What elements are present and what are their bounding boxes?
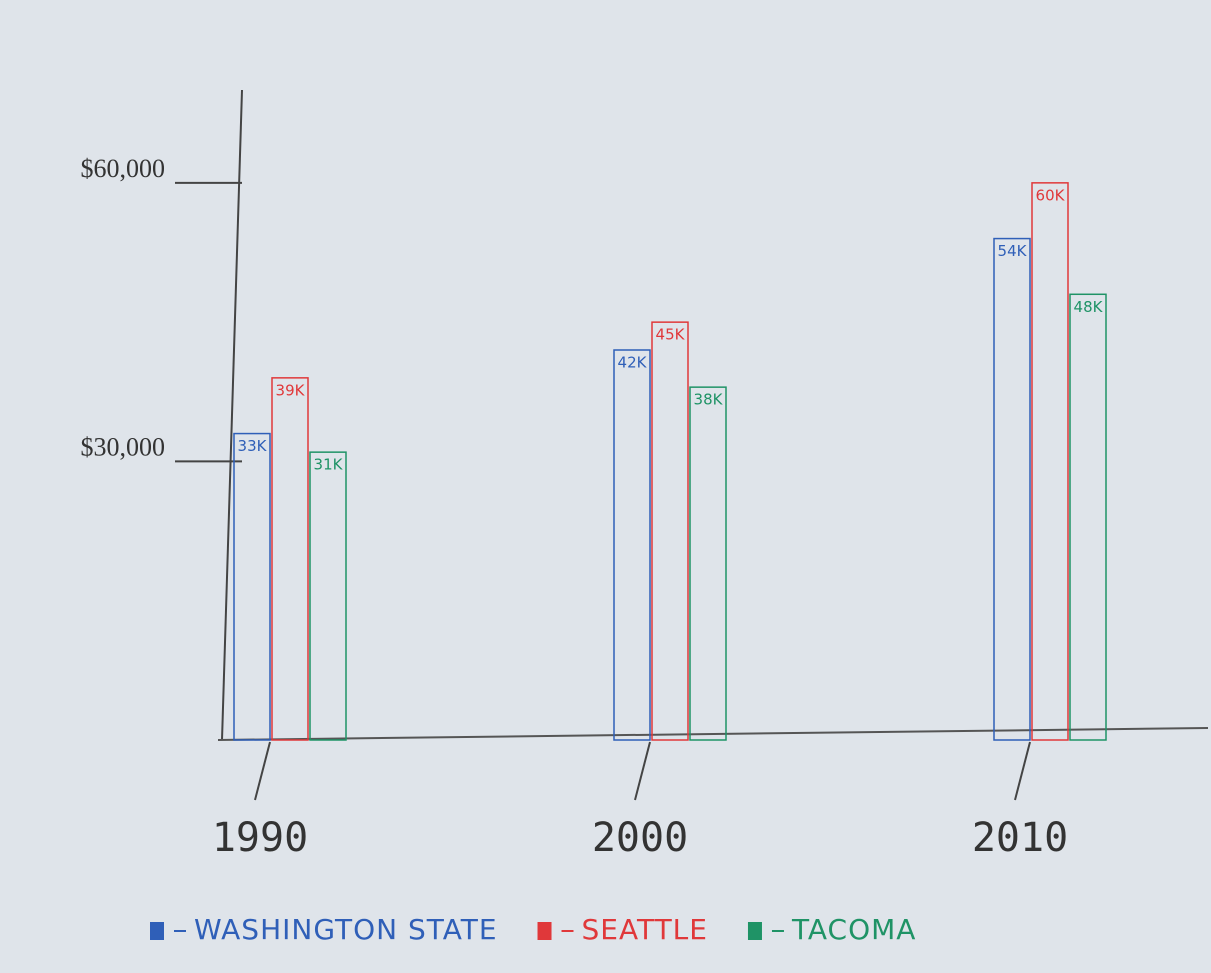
bar: [1031, 182, 1069, 741]
y-tick-label: $30,000: [81, 432, 166, 461]
bar: [233, 432, 271, 741]
bar: [1069, 293, 1107, 741]
x-axis: [217, 727, 1209, 741]
value-label: 39K: [276, 381, 306, 399]
x-tick: [1014, 741, 1031, 801]
bar: [689, 386, 727, 741]
x-tick-label: 2010: [972, 815, 1068, 861]
legend-label: SEATTLE: [582, 913, 708, 946]
x-tick-label: 1990: [212, 815, 308, 861]
y-tick-label: $60,000: [81, 154, 166, 183]
bar: [651, 321, 689, 741]
legend-label: TACOMA: [791, 913, 917, 946]
y-axis: [221, 89, 243, 741]
bar: [993, 237, 1031, 741]
value-label: 31K: [314, 456, 344, 474]
bar: [309, 451, 347, 741]
x-tick-label: 2000: [592, 815, 688, 861]
legend-label: WASHINGTON STATE: [194, 913, 498, 946]
value-label: 33K: [238, 437, 268, 455]
legend-swatch: [537, 922, 552, 940]
x-tick: [254, 741, 271, 801]
legend-swatch: [747, 922, 762, 940]
value-label: 45K: [656, 326, 686, 344]
x-tick: [634, 741, 651, 801]
bar: [613, 349, 651, 741]
value-label: 54K: [998, 242, 1028, 260]
value-label: 60K: [1036, 186, 1066, 204]
value-label: 48K: [1074, 298, 1104, 316]
legend-swatch: [150, 922, 164, 940]
bar: [271, 377, 309, 741]
value-label: 42K: [618, 354, 648, 372]
value-label: 38K: [694, 391, 724, 409]
